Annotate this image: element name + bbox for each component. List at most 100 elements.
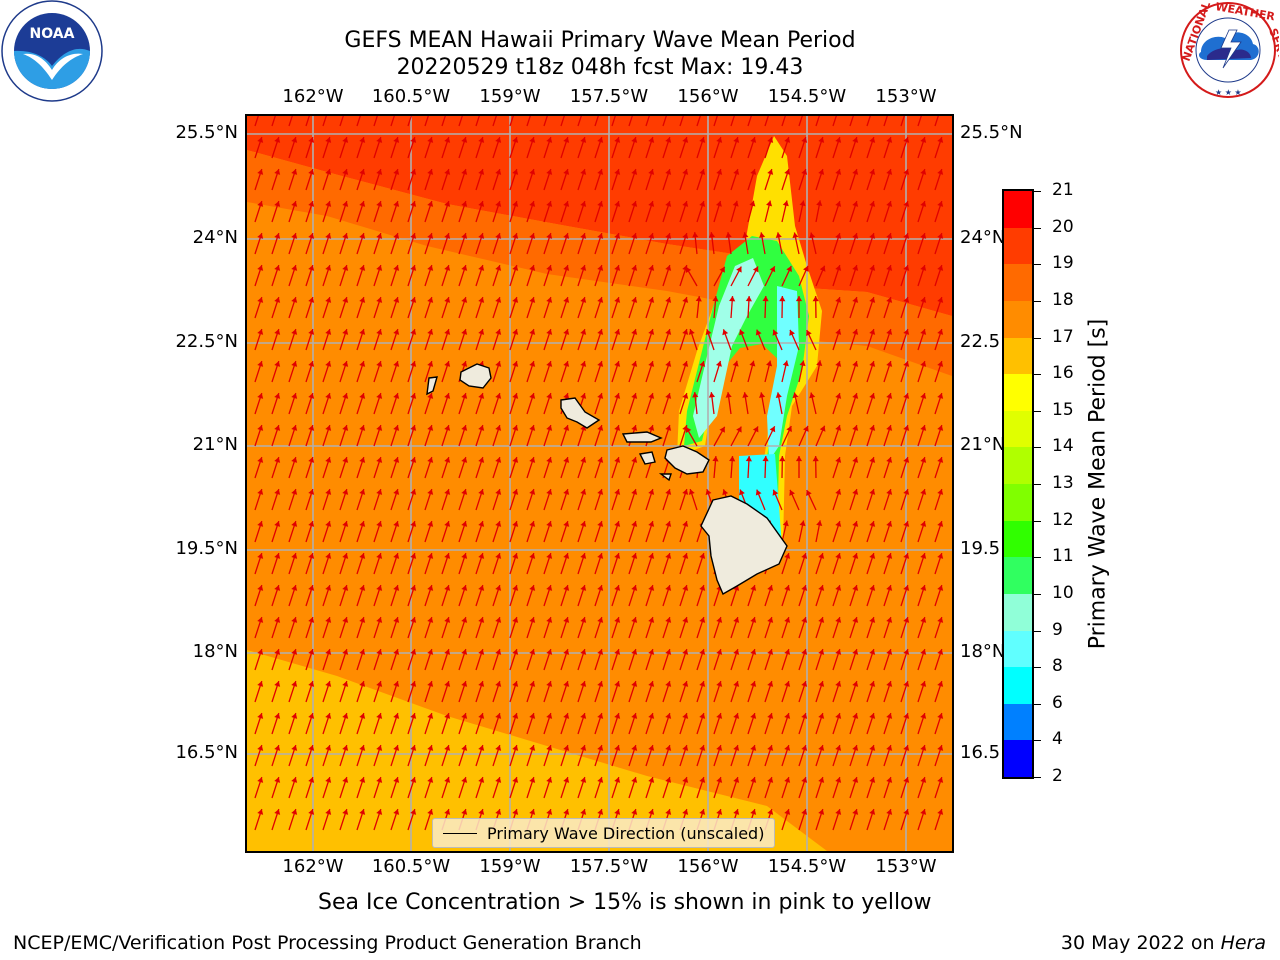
- wave-arrowhead: [444, 457, 451, 463]
- wave-arrowhead: [393, 329, 400, 335]
- wave-arrowhead: [886, 777, 893, 783]
- wave-arrowhead: [410, 233, 417, 239]
- wave-arrowhead: [869, 297, 876, 303]
- wave-arrowhead: [410, 425, 417, 431]
- colorbar-segment: [1004, 740, 1032, 777]
- wave-arrowhead: [818, 169, 825, 175]
- wave-arrowhead: [308, 489, 315, 495]
- wave-arrowhead: [461, 745, 468, 751]
- wave-arrowhead: [546, 329, 553, 335]
- wave-arrowhead: [715, 360, 722, 367]
- wave-arrowhead: [903, 297, 910, 303]
- wave-arrowhead: [631, 457, 638, 463]
- wave-arrowhead: [648, 649, 655, 655]
- wave-arrowhead: [784, 713, 791, 719]
- wave-arrowhead: [563, 745, 570, 751]
- wave-arrowhead: [597, 361, 604, 367]
- wave-arrowhead: [308, 809, 315, 815]
- wave-arrowhead: [903, 201, 910, 207]
- wave-arrowhead: [648, 809, 655, 815]
- map-legend: Primary Wave Direction (unscaled): [432, 818, 776, 848]
- wave-arrowhead: [342, 361, 349, 367]
- wave-arrow: [356, 116, 361, 127]
- wave-arrowhead: [682, 169, 689, 175]
- wave-arrowhead: [478, 521, 485, 527]
- wave-arrowhead: [512, 425, 519, 431]
- wave-arrowhead: [742, 392, 749, 398]
- wave-arrowhead: [614, 265, 621, 271]
- wave-arrowhead: [512, 329, 519, 335]
- wave-arrowhead: [291, 457, 298, 463]
- wave-arrowhead: [835, 137, 842, 143]
- colorbar-tick-mark: [1034, 337, 1041, 339]
- wave-arrowhead: [937, 521, 944, 527]
- wave-arrowhead: [631, 393, 638, 399]
- wave-arrowhead: [631, 137, 638, 143]
- wave-arrowhead: [597, 649, 604, 655]
- wave-arrowhead: [803, 425, 809, 432]
- wave-arrowhead: [410, 265, 417, 271]
- wave-arrowhead: [393, 201, 400, 207]
- lon-label-top: 162°W: [282, 86, 344, 107]
- wave-arrowhead: [291, 521, 298, 527]
- wave-arrowhead: [359, 361, 366, 367]
- wave-arrowhead: [886, 137, 893, 143]
- wave-arrow: [730, 116, 735, 127]
- wave-arrowhead: [614, 649, 621, 655]
- wave-arrowhead: [886, 265, 893, 271]
- wave-arrowhead: [792, 232, 799, 239]
- wave-arrowhead: [801, 809, 808, 815]
- wave-arrowhead: [512, 617, 519, 623]
- wave-arrowhead: [529, 329, 536, 335]
- wave-arrowhead: [852, 201, 859, 207]
- colorbar-tick-label: 17: [1052, 326, 1074, 347]
- wave-arrowhead: [580, 137, 587, 143]
- wave-arrowhead: [291, 489, 298, 495]
- wave-arrowhead: [546, 521, 553, 527]
- wave-arrowhead: [546, 809, 553, 815]
- wave-arrowhead: [376, 425, 383, 431]
- wave-arrowhead: [393, 585, 400, 591]
- wave-arrowhead: [801, 553, 808, 559]
- wave-arrowhead: [852, 649, 859, 655]
- wave-arrowhead: [325, 233, 332, 239]
- wave-arrowhead: [699, 585, 706, 591]
- wave-arrowhead: [444, 713, 451, 719]
- wave-arrowhead: [563, 137, 570, 143]
- wave-arrowhead: [563, 521, 570, 527]
- wave-arrowhead: [766, 200, 773, 207]
- wave-arrowhead: [665, 585, 672, 591]
- wave-arrowhead: [563, 425, 570, 431]
- wave-arrowhead: [427, 265, 434, 271]
- wave-arrowhead: [614, 169, 621, 175]
- wave-arrowhead: [750, 585, 757, 591]
- wave-arrow: [849, 116, 854, 127]
- wave-arrowhead: [869, 169, 876, 175]
- wave-arrowhead: [699, 553, 706, 559]
- colorbar-tick-mark: [1034, 191, 1041, 192]
- wave-arrowhead: [631, 169, 638, 175]
- wave-arrowhead: [410, 489, 417, 495]
- wave-arrowhead: [937, 553, 944, 559]
- wave-arrowhead: [512, 649, 519, 655]
- wave-arrowhead: [801, 713, 808, 719]
- wave-arrowhead: [342, 393, 349, 399]
- wave-arrowhead: [852, 489, 859, 495]
- wave-arrowhead: [529, 649, 536, 655]
- wave-arrowhead: [410, 777, 417, 783]
- wave-arrowhead: [699, 361, 706, 367]
- wave-arrowhead: [779, 456, 786, 462]
- wave-arrowhead: [597, 297, 604, 303]
- wave-arrowhead: [614, 585, 621, 591]
- wave-arrowhead: [512, 713, 519, 719]
- wave-arrowhead: [886, 585, 893, 591]
- wave-arrowhead: [325, 265, 332, 271]
- wave-arrow: [424, 116, 429, 127]
- wave-arrowhead: [767, 777, 774, 783]
- wave-arrowhead: [801, 745, 808, 751]
- colorbar-segment: [1004, 264, 1032, 301]
- wave-arrowhead: [444, 233, 451, 239]
- wave-arrowhead: [648, 137, 655, 143]
- wave-arrowhead: [308, 617, 315, 623]
- wave-arrowhead: [903, 745, 910, 751]
